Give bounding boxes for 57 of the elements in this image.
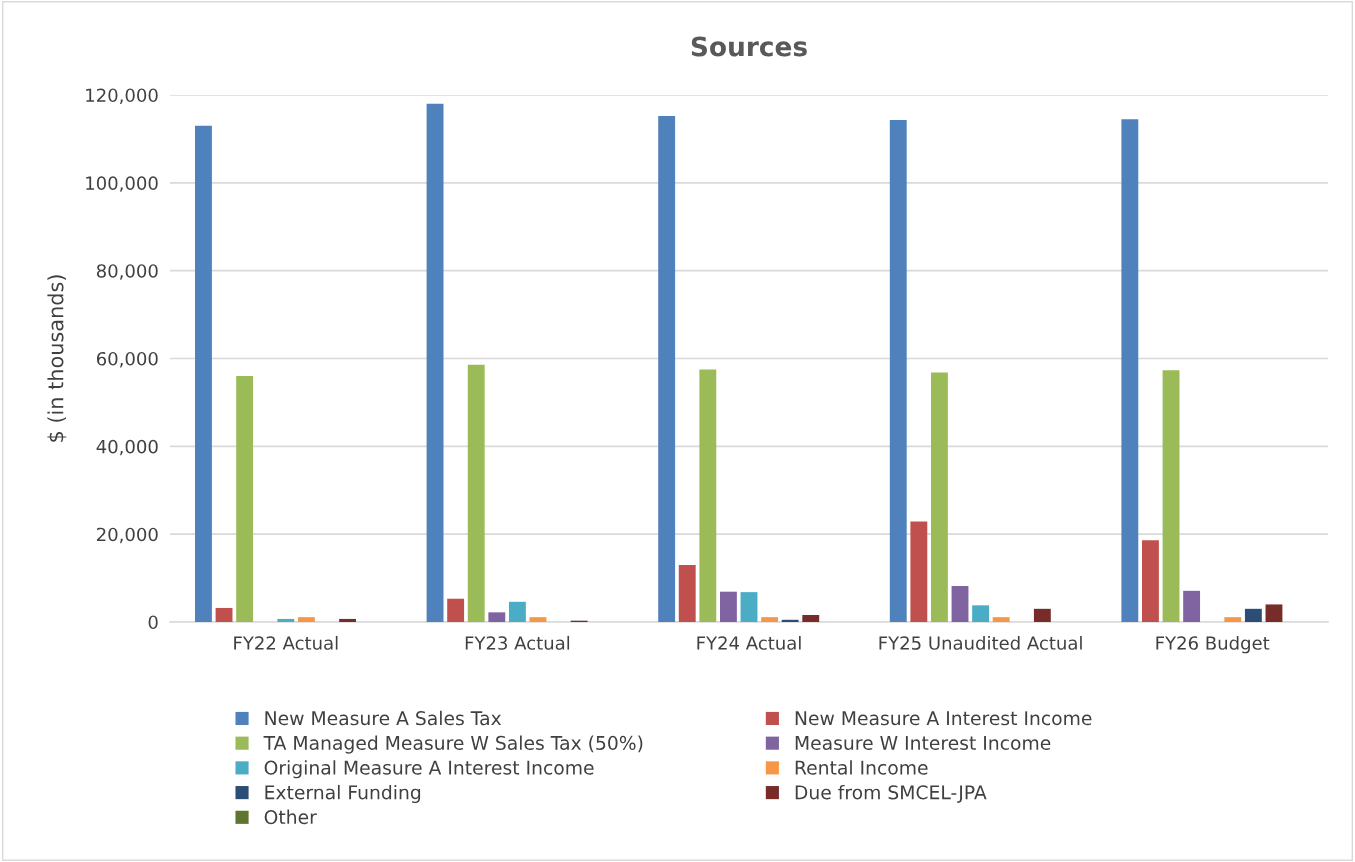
legend-label: Other [264, 809, 317, 825]
bar [339, 618, 356, 622]
bar [1183, 590, 1201, 622]
y-tick-label: 100,000 [86, 176, 158, 192]
bar [1244, 608, 1262, 622]
bar [1142, 540, 1159, 622]
bar [889, 120, 907, 622]
legend-label: Due from SMCEL-JPA [795, 784, 987, 803]
legend-label: TA Managed Measure W Sales Tax (50%) [263, 735, 643, 754]
bar [699, 369, 717, 622]
bar [426, 103, 444, 622]
legend-label: Original Measure A Interest Income [264, 760, 594, 779]
bar [215, 607, 233, 622]
x-tick-label: FY26 Budget [1156, 635, 1270, 654]
x-tick-label: FY25 Unaudited Actual [879, 635, 1082, 650]
legend-label: Rental Income [795, 760, 928, 775]
bar [277, 618, 295, 622]
y-tick-label: 20,000 [97, 527, 158, 544]
legend-label: External Funding [265, 784, 421, 804]
bar [1121, 119, 1139, 622]
bar [447, 598, 465, 622]
bar [195, 125, 212, 622]
bar [488, 612, 506, 622]
bar [1265, 604, 1283, 622]
bar [740, 592, 758, 622]
bar [236, 376, 254, 622]
x-tick-label: FY22 Actual [234, 635, 338, 650]
bar [992, 617, 1010, 622]
chart-title: Sources [691, 36, 807, 57]
bar [802, 614, 820, 622]
y-tick-label: 120,000 [86, 88, 158, 104]
bar [972, 605, 990, 622]
bar [678, 564, 696, 622]
y-tick-label: 0 [148, 615, 158, 630]
bar [1033, 608, 1051, 622]
legend-label: Measure W Interest Income [795, 736, 1051, 751]
y-tick-label: 60,000 [96, 351, 158, 368]
y-tick-label: 80,000 [96, 264, 158, 280]
bar [508, 601, 526, 622]
bar [761, 617, 779, 622]
bar [1224, 617, 1242, 622]
bar [951, 585, 969, 622]
bar [719, 591, 737, 622]
bar [297, 617, 315, 622]
bar [910, 521, 928, 622]
legend-label: New Measure A Sales Tax [265, 710, 502, 726]
bar [529, 617, 547, 622]
x-tick-label: FY24 Actual [697, 635, 801, 650]
y-axis-title: $ (in thousands) [47, 275, 67, 442]
bar [781, 619, 799, 622]
bar [467, 364, 485, 622]
x-tick-label: FY23 Actual [465, 635, 570, 650]
y-tick-label: 40,000 [96, 439, 158, 456]
bar [658, 116, 676, 622]
bar [930, 372, 948, 622]
bar [1162, 370, 1180, 622]
legend-label: New Measure A Interest Income [795, 711, 1092, 726]
